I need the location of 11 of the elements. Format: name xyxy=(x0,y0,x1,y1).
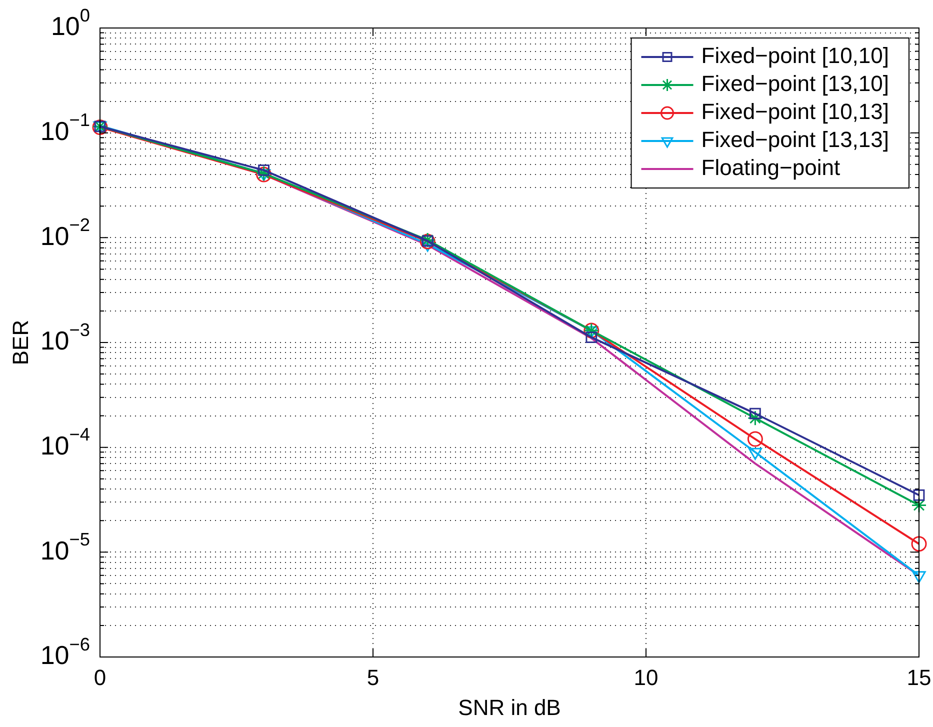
legend-label: Fixed−point [10,13] xyxy=(701,99,890,124)
x-tick-label: 15 xyxy=(906,665,932,690)
legend-label: Fixed−point [10,10] xyxy=(701,43,890,68)
x-tick-label: 0 xyxy=(94,665,106,690)
legend-label: Fixed−point [13,13] xyxy=(701,127,890,152)
x-tick-label: 5 xyxy=(366,665,380,690)
x-axis-title: SNR in dB xyxy=(458,695,561,720)
legend-label: Floating−point xyxy=(701,155,840,180)
x-tick-label: 10 xyxy=(634,665,658,690)
y-axis-title: BER xyxy=(8,320,34,366)
legend-label: Fixed−point [13,10] xyxy=(701,71,890,96)
